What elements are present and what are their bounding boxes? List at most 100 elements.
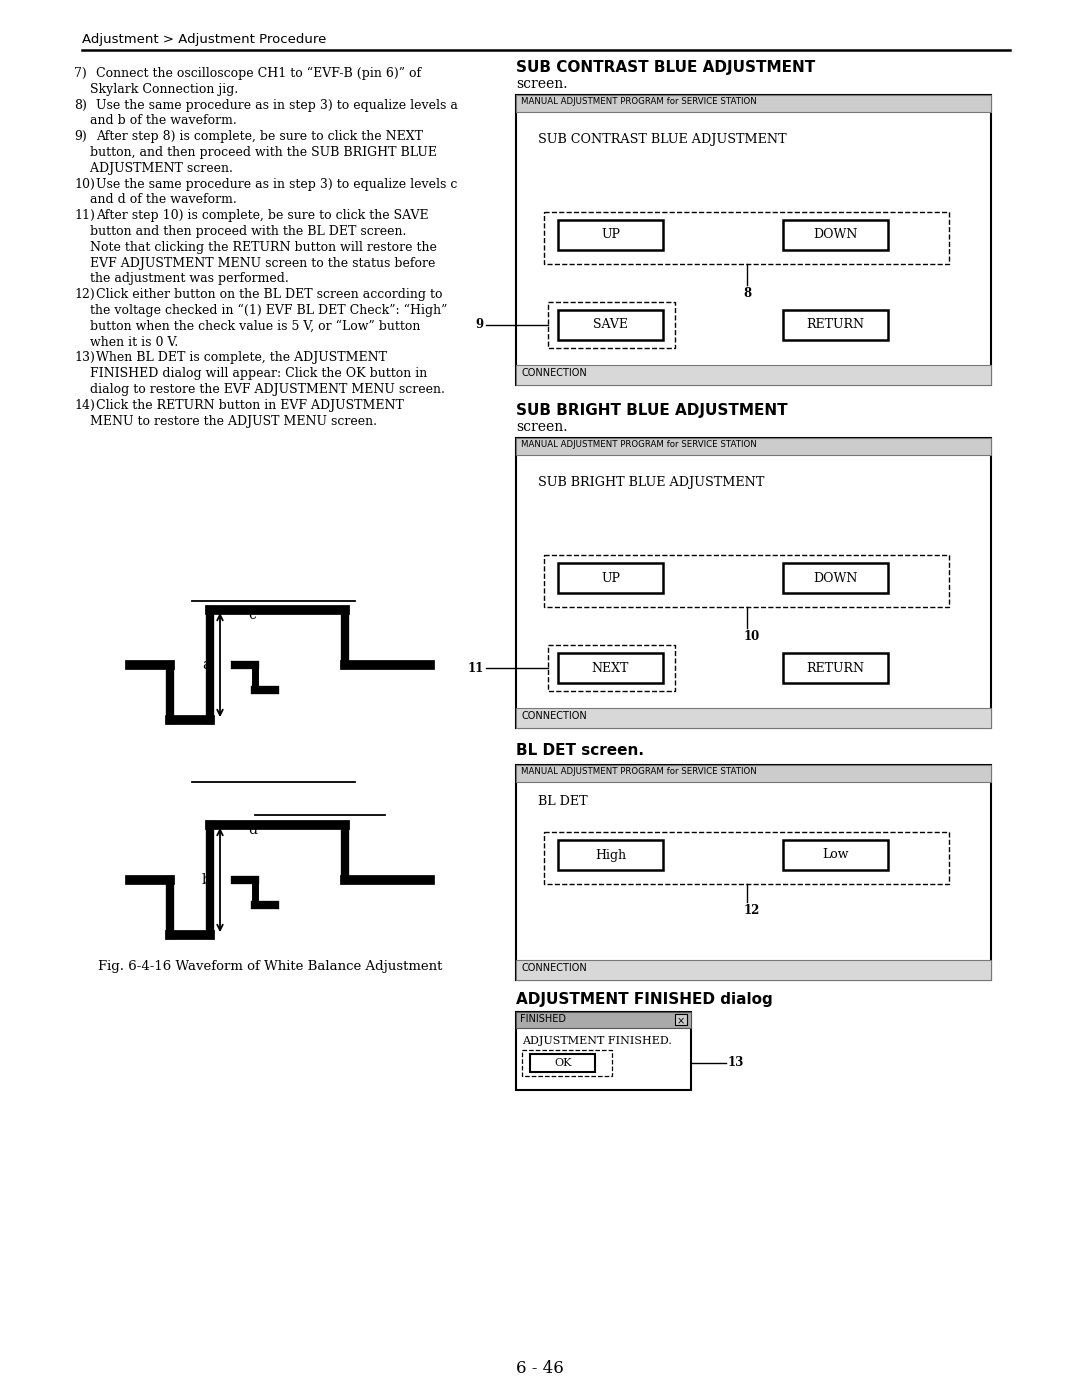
Text: After step 10) is complete, be sure to click the SAVE: After step 10) is complete, be sure to c…: [96, 210, 429, 222]
Text: 14): 14): [75, 398, 95, 412]
Text: MENU to restore the ADJUST MENU screen.: MENU to restore the ADJUST MENU screen.: [75, 415, 377, 427]
Text: a: a: [202, 658, 211, 672]
Text: button and then proceed with the BL DET screen.: button and then proceed with the BL DET …: [75, 225, 406, 237]
Bar: [516, 766, 991, 981]
Text: After step 8) is complete, be sure to click the NEXT: After step 8) is complete, be sure to cl…: [96, 130, 423, 144]
Text: b: b: [202, 873, 211, 887]
Bar: [783, 840, 888, 870]
Text: CONNECTION: CONNECTION: [521, 711, 586, 721]
Text: button when the check value is 5 V, or “Low” button: button when the check value is 5 V, or “…: [75, 320, 420, 332]
Bar: [558, 310, 663, 339]
Text: screen.: screen.: [516, 420, 567, 434]
Text: 11): 11): [75, 210, 95, 222]
Text: MANUAL ADJUSTMENT PROGRAM for SERVICE STATION: MANUAL ADJUSTMENT PROGRAM for SERVICE ST…: [521, 96, 757, 106]
Bar: [544, 555, 949, 608]
Text: 13): 13): [75, 352, 95, 365]
Text: UP: UP: [600, 229, 620, 242]
Text: BL DET: BL DET: [538, 795, 588, 807]
Bar: [516, 95, 991, 386]
Bar: [516, 1011, 691, 1028]
Text: screen.: screen.: [516, 77, 567, 91]
Text: ADJUSTMENT FINISHED dialog: ADJUSTMENT FINISHED dialog: [516, 992, 773, 1007]
Text: BL DET screen.: BL DET screen.: [516, 743, 644, 759]
Text: RETURN: RETURN: [807, 319, 864, 331]
Text: 13: 13: [728, 1056, 744, 1070]
Text: Use the same procedure as in step 3) to equalize levels a: Use the same procedure as in step 3) to …: [96, 99, 458, 112]
Text: SUB BRIGHT BLUE ADJUSTMENT: SUB BRIGHT BLUE ADJUSTMENT: [538, 476, 765, 489]
Bar: [516, 1011, 691, 1090]
Bar: [548, 302, 675, 348]
Bar: [675, 1014, 687, 1025]
Text: 10: 10: [743, 630, 759, 643]
Text: 7): 7): [75, 67, 86, 80]
Text: DOWN: DOWN: [813, 229, 858, 242]
Text: MANUAL ADJUSTMENT PROGRAM for SERVICE STATION: MANUAL ADJUSTMENT PROGRAM for SERVICE ST…: [521, 440, 757, 448]
Text: SAVE: SAVE: [593, 319, 627, 331]
Text: button, and then proceed with the SUB BRIGHT BLUE: button, and then proceed with the SUB BR…: [75, 147, 437, 159]
Text: Adjustment > Adjustment Procedure: Adjustment > Adjustment Procedure: [82, 34, 326, 46]
Text: DOWN: DOWN: [813, 571, 858, 584]
Text: 12): 12): [75, 288, 95, 302]
Text: SUB CONTRAST BLUE ADJUSTMENT: SUB CONTRAST BLUE ADJUSTMENT: [516, 60, 815, 75]
Bar: [516, 365, 991, 386]
Text: 11: 11: [468, 662, 484, 675]
Bar: [558, 652, 663, 683]
Bar: [544, 212, 949, 264]
Text: the voltage checked in “(1) EVF BL DET Check”: “High”: the voltage checked in “(1) EVF BL DET C…: [75, 305, 447, 317]
Text: When BL DET is complete, the ADJUSTMENT: When BL DET is complete, the ADJUSTMENT: [96, 352, 387, 365]
Text: High: High: [595, 848, 626, 862]
Text: UP: UP: [600, 571, 620, 584]
Bar: [516, 439, 991, 728]
Text: the adjustment was performed.: the adjustment was performed.: [75, 272, 288, 285]
Bar: [783, 310, 888, 339]
Bar: [783, 219, 888, 250]
Text: Low: Low: [822, 848, 849, 862]
Text: Skylark Connection jig.: Skylark Connection jig.: [75, 82, 239, 96]
Bar: [522, 1051, 612, 1076]
Text: ADJUSTMENT screen.: ADJUSTMENT screen.: [75, 162, 233, 175]
Text: Note that clicking the RETURN button will restore the: Note that clicking the RETURN button wil…: [75, 240, 437, 254]
Bar: [544, 833, 949, 884]
Text: Connect the oscilloscope CH1 to “EVF-B (pin 6)” of: Connect the oscilloscope CH1 to “EVF-B (…: [96, 67, 421, 80]
Text: c: c: [248, 608, 256, 622]
Bar: [558, 219, 663, 250]
Text: ADJUSTMENT FINISHED.: ADJUSTMENT FINISHED.: [522, 1037, 672, 1046]
Text: 12: 12: [743, 904, 760, 916]
Bar: [558, 563, 663, 592]
Text: EVF ADJUSTMENT MENU screen to the status before: EVF ADJUSTMENT MENU screen to the status…: [75, 257, 435, 270]
Text: CONNECTION: CONNECTION: [521, 963, 586, 972]
Text: Use the same procedure as in step 3) to equalize levels c: Use the same procedure as in step 3) to …: [96, 177, 457, 190]
Text: 8): 8): [75, 99, 86, 112]
Text: SUB BRIGHT BLUE ADJUSTMENT: SUB BRIGHT BLUE ADJUSTMENT: [516, 402, 787, 418]
Bar: [783, 563, 888, 592]
Bar: [516, 708, 991, 728]
Text: dialog to restore the EVF ADJUSTMENT MENU screen.: dialog to restore the EVF ADJUSTMENT MEN…: [75, 383, 445, 395]
Bar: [516, 960, 991, 981]
Text: d: d: [248, 823, 257, 837]
Text: Fig. 6-4-16 Waveform of White Balance Adjustment: Fig. 6-4-16 Waveform of White Balance Ad…: [98, 960, 442, 972]
Bar: [548, 645, 675, 692]
Text: MANUAL ADJUSTMENT PROGRAM for SERVICE STATION: MANUAL ADJUSTMENT PROGRAM for SERVICE ST…: [521, 767, 757, 775]
Bar: [516, 439, 991, 455]
Text: Click either button on the BL DET screen according to: Click either button on the BL DET screen…: [96, 288, 443, 302]
Text: FINISHED: FINISHED: [519, 1014, 566, 1024]
Bar: [530, 1053, 595, 1071]
Text: Click the RETURN button in EVF ADJUSTMENT: Click the RETURN button in EVF ADJUSTMEN…: [96, 398, 404, 412]
Text: 9: 9: [476, 319, 484, 331]
Text: SUB CONTRAST BLUE ADJUSTMENT: SUB CONTRAST BLUE ADJUSTMENT: [538, 133, 786, 147]
Text: 8: 8: [743, 286, 752, 300]
Bar: [516, 95, 991, 112]
Text: and b of the waveform.: and b of the waveform.: [75, 115, 237, 127]
Text: 9): 9): [75, 130, 86, 144]
Text: NEXT: NEXT: [592, 662, 630, 675]
Bar: [783, 652, 888, 683]
Bar: [558, 840, 663, 870]
Text: CONNECTION: CONNECTION: [521, 367, 586, 379]
Text: FINISHED dialog will appear: Click the OK button in: FINISHED dialog will appear: Click the O…: [75, 367, 428, 380]
Text: ×: ×: [677, 1016, 685, 1025]
Text: 10): 10): [75, 177, 95, 190]
Text: OK: OK: [554, 1058, 571, 1067]
Text: when it is 0 V.: when it is 0 V.: [75, 335, 178, 349]
Bar: [516, 766, 991, 782]
Text: 6 - 46: 6 - 46: [516, 1361, 564, 1377]
